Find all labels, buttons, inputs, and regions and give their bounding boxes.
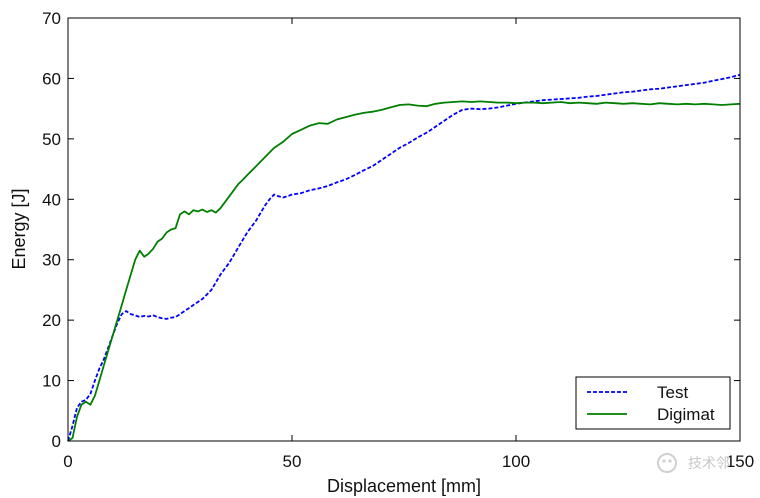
y-tick-label: 70 — [42, 9, 61, 28]
legend-label-test: Test — [657, 383, 688, 402]
y-tick-label: 50 — [42, 130, 61, 149]
y-tick-label: 30 — [42, 251, 61, 270]
x-axis-label: Displacement [mm] — [327, 476, 481, 496]
y-tick-label: 40 — [42, 190, 61, 209]
x-tick-label: 150 — [726, 452, 754, 471]
legend: Test Digimat — [575, 376, 731, 430]
y-axis-label: Energy [J] — [9, 188, 29, 269]
y-tick-label: 20 — [42, 311, 61, 330]
y-tick-label: 10 — [42, 372, 61, 391]
x-tick-label: 50 — [283, 452, 302, 471]
plot-curves — [67, 73, 741, 442]
watermark-text: 技术邻 — [688, 456, 730, 472]
watermark-logo-eye-icon — [662, 459, 666, 463]
axis-ticks: 0 50 100 150 0 10 20 30 40 50 60 70 — [42, 9, 754, 471]
legend-label-digimat: Digimat — [657, 405, 715, 424]
x-tick-label: 0 — [63, 452, 72, 471]
series-line-test — [67, 73, 741, 442]
x-tick-label: 100 — [502, 452, 530, 471]
legend-box — [575, 376, 731, 430]
plot-frame — [67, 17, 741, 442]
watermark-logo-eye-icon — [668, 459, 672, 463]
y-tick-label: 60 — [42, 69, 61, 88]
series-line-digimat — [67, 100, 741, 442]
watermark: 技术邻 — [657, 453, 730, 473]
watermark-logo-icon — [657, 453, 677, 473]
y-tick-label: 0 — [52, 432, 61, 451]
